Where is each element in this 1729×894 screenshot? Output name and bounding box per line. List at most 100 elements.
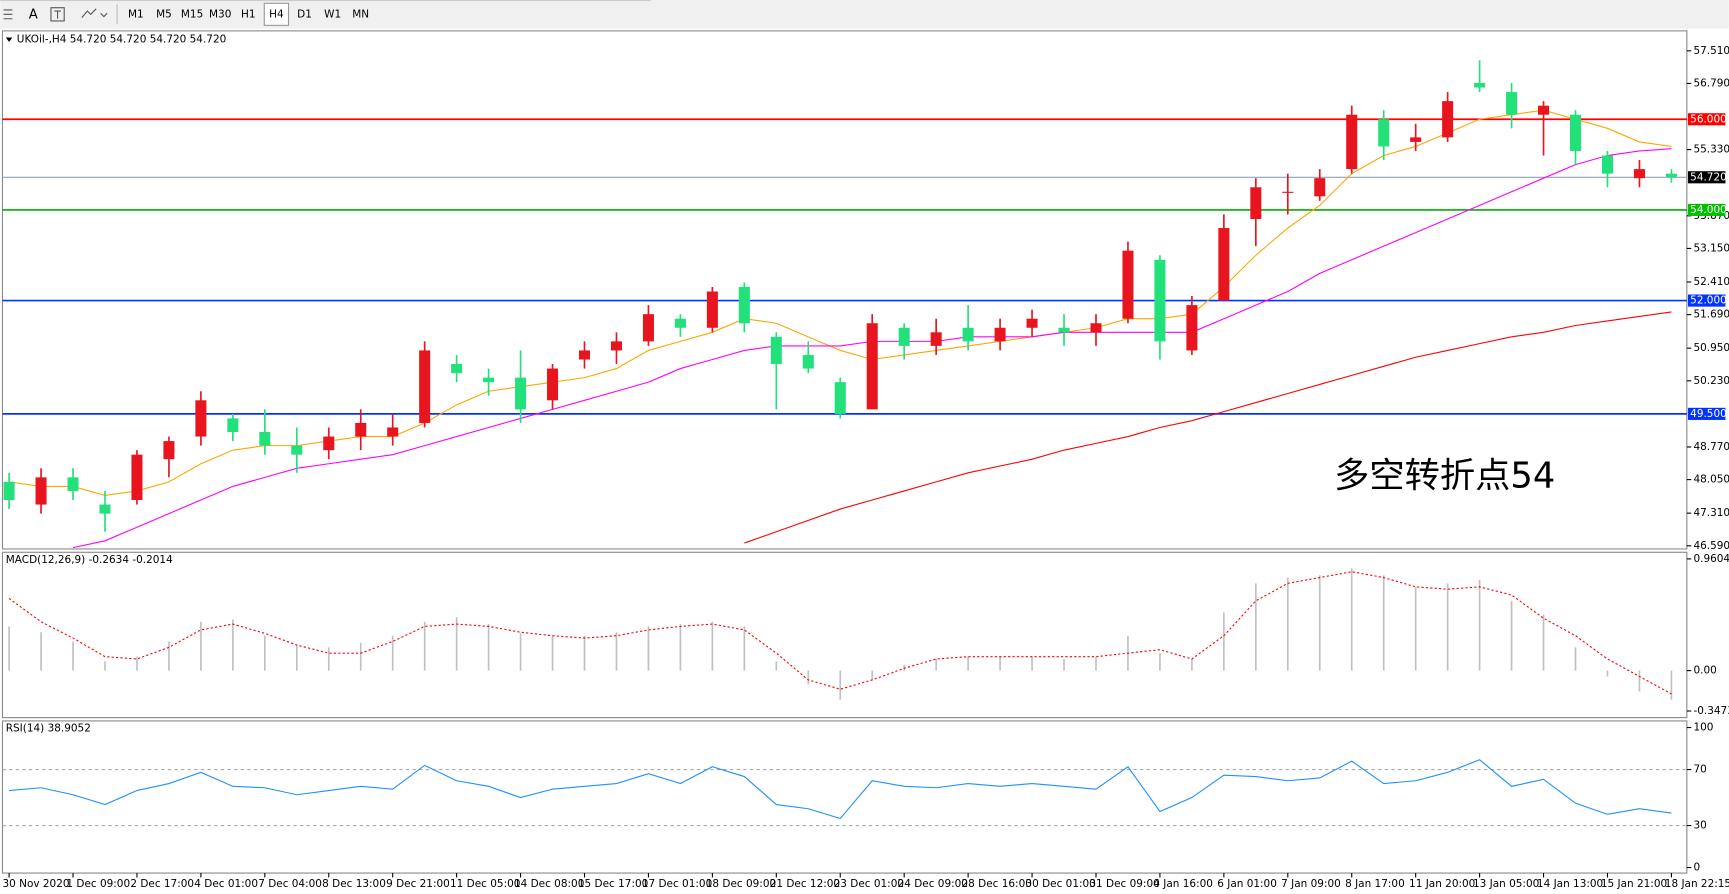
candle-body — [770, 336, 782, 365]
timeframe-button[interactable]: W1 — [324, 8, 341, 20]
x-tick-label: 1 Dec 09:00 — [66, 878, 130, 890]
candle-body — [323, 436, 335, 451]
candle-body — [35, 477, 47, 505]
candle-body — [1346, 114, 1358, 170]
candle-body — [1410, 137, 1422, 142]
level-label: 52.000 — [1690, 295, 1727, 307]
price-title: UKOil-,H4 54.720 54.720 54.720 54.720 — [17, 34, 226, 46]
timeframe-button[interactable]: M5 — [156, 8, 172, 20]
candle-body — [1569, 114, 1582, 151]
x-tick-label: 18 Dec 09:00 — [706, 878, 776, 890]
timeframe-button[interactable]: MN — [352, 8, 369, 20]
candle-body — [1474, 82, 1486, 88]
macd-title: MACD(12,26,9) -0.2634 -0.2014 — [6, 554, 173, 566]
symbol-menu-arrow[interactable] — [5, 37, 13, 42]
x-tick-label: 4 Dec 01:00 — [194, 878, 258, 890]
candle-body — [578, 350, 591, 360]
level-label: 54.720 — [1690, 171, 1727, 183]
candle-body — [1442, 101, 1454, 138]
level-label-bg — [1687, 113, 1726, 126]
candle-body — [1665, 173, 1677, 178]
level-label-bg — [1687, 203, 1726, 216]
candle-body — [227, 418, 239, 433]
candle-body — [1250, 187, 1262, 219]
x-tick-label: 17 Dec 01:00 — [642, 878, 712, 890]
candle-body — [1538, 105, 1550, 115]
annotation: 多空转折点54 — [1334, 455, 1555, 496]
x-tick-label: 13 Jan 05:00 — [1473, 878, 1539, 890]
candle-body — [674, 318, 686, 328]
menu-icon[interactable] — [3, 9, 13, 20]
text-label-icon-glyph — [54, 10, 61, 19]
objects-icon[interactable] — [81, 8, 108, 18]
rsi-title: RSI(14) 38.9052 — [6, 723, 91, 735]
candle-body — [387, 427, 399, 437]
y-tick-label: 70 — [1693, 764, 1706, 776]
y-tick-label: 0.9604 — [1693, 553, 1729, 565]
candle-body — [1218, 228, 1230, 301]
y-tick-label: 50.230 — [1693, 375, 1729, 387]
y-tick-label: 48.050 — [1693, 474, 1729, 486]
candle-body — [1186, 305, 1198, 351]
y-tick-label: 50.950 — [1693, 342, 1729, 354]
x-tick-label: 11 Jan 20:00 — [1409, 878, 1475, 890]
candle-body — [1154, 259, 1166, 342]
x-tick-label: 8 Dec 13:00 — [322, 878, 386, 890]
active-timeframe — [263, 2, 290, 26]
toolbar-edge — [0, 0, 651, 2]
y-tick-label: 55.330 — [1693, 144, 1729, 156]
candle-body — [1058, 327, 1070, 333]
level-label: 49.500 — [1690, 408, 1727, 420]
candle-body — [834, 382, 846, 414]
candle-body — [131, 454, 143, 501]
candle-body — [1633, 169, 1645, 179]
candle-body — [1122, 250, 1134, 319]
x-tick-label: 14 Jan 13:00 — [1537, 878, 1603, 890]
x-tick-label: 11 Dec 05:00 — [450, 878, 520, 890]
level-label-bg — [1687, 294, 1726, 307]
candle-body — [610, 341, 622, 351]
candle-body — [419, 350, 431, 423]
timeframe-button[interactable]: M15 — [181, 8, 203, 20]
candle-body — [451, 364, 463, 374]
timeframe-button[interactable]: H1 — [241, 8, 256, 20]
x-tick-label: 2 Dec 17:00 — [130, 878, 194, 890]
x-tick-label: 8 Jan 17:00 — [1345, 878, 1405, 890]
moving-average — [9, 109, 1672, 497]
x-tick-label: 7 Dec 04:00 — [258, 878, 322, 890]
level-label-bg — [1687, 407, 1726, 420]
candle-body — [259, 432, 271, 446]
x-tick-label: 31 Dec 09:00 — [1089, 878, 1159, 890]
y-tick-label: 48.770 — [1693, 441, 1729, 453]
level-label: 56.000 — [1690, 113, 1727, 125]
moving-average — [744, 311, 1672, 544]
timeframe-button[interactable]: D1 — [297, 8, 312, 20]
y-tick-label: 46.590 — [1693, 540, 1729, 552]
candle-body — [3, 481, 15, 501]
candle-body — [738, 286, 750, 324]
y-tick-label: 0.00 — [1693, 665, 1716, 677]
candle-body — [994, 327, 1006, 342]
y-tick-label: 53.150 — [1693, 242, 1729, 254]
y-tick-label: 100 — [1693, 722, 1713, 734]
timeframe-button[interactable]: M1 — [128, 8, 144, 20]
candle-body — [483, 377, 495, 383]
timeframe-button[interactable]: H4 — [269, 8, 284, 20]
candle-body — [1314, 178, 1326, 197]
y-tick-label: 51.690 — [1693, 309, 1729, 321]
text-label-icon[interactable] — [50, 7, 65, 22]
x-tick-label: 21 Dec 12:00 — [770, 878, 840, 890]
candle-body — [291, 445, 303, 455]
x-tick-label: 28 Dec 16:00 — [962, 878, 1032, 890]
x-tick-label: 18 Jan 22:15 — [1665, 878, 1729, 890]
candle-body — [1601, 155, 1613, 174]
text-tool[interactable]: A — [29, 7, 38, 22]
x-tick-label: 6 Jan 01:00 — [1217, 878, 1277, 890]
x-tick-label: 4 Jan 16:00 — [1153, 878, 1213, 890]
macd-panel — [1, 551, 1688, 719]
candle-body — [99, 504, 111, 514]
timeframe-button[interactable]: M30 — [209, 8, 231, 20]
y-tick-label: 30 — [1693, 820, 1706, 832]
